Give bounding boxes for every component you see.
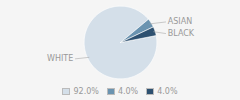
svg-text:BLACK: BLACK xyxy=(168,29,195,38)
html-text:4.0%: 4.0% xyxy=(157,86,178,96)
html-text:4.0%: 4.0% xyxy=(117,86,139,96)
html-text:92.0%: 92.0% xyxy=(73,86,99,96)
svg-text:ASIAN: ASIAN xyxy=(168,17,192,26)
svg-text:WHITE: WHITE xyxy=(47,54,73,63)
